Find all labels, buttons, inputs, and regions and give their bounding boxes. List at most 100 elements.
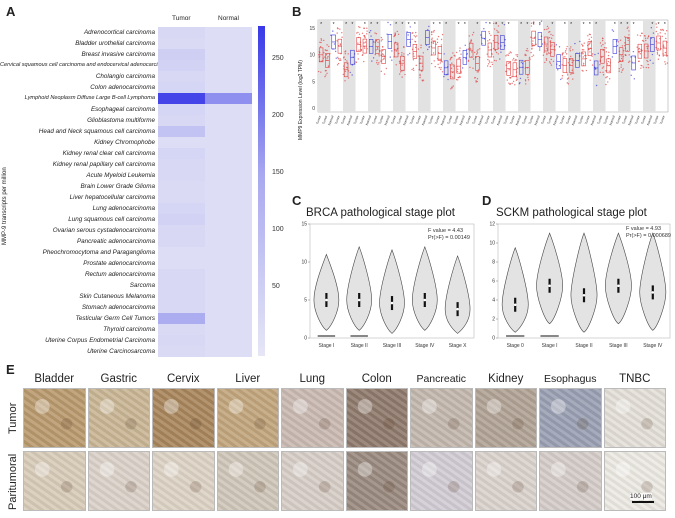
panel-b-signif: *: [539, 22, 541, 28]
panel-b-point: [459, 75, 461, 78]
panel-b-point: [527, 74, 529, 76]
heatmap-cell-tumor: [158, 302, 205, 313]
panel-b-point: [450, 88, 452, 90]
violin-ytick: 10: [301, 260, 307, 266]
panel-b-point: [451, 56, 453, 58]
heatmap-row-label: Colon adenocarcinoma: [90, 84, 155, 91]
panel-b-point: [602, 37, 604, 40]
panel-b-point: [336, 40, 338, 42]
tissue-title: Gastric: [100, 373, 137, 385]
panel-b-point: [515, 59, 518, 61]
panel-b-point: [546, 47, 548, 50]
colorbar-tick: 100: [272, 226, 284, 233]
panel-b-point: [524, 53, 526, 56]
panel-b-point: [542, 54, 545, 56]
heatmap-cell-normal: [205, 137, 252, 148]
panel-b-point: [605, 51, 608, 53]
panel-b-point: [518, 83, 521, 85]
panel-b-point: [648, 50, 650, 53]
scale-bar: [632, 501, 654, 503]
panel-b-signif: *: [508, 22, 510, 28]
panel-b-point: [647, 66, 650, 69]
panel-b-point: [328, 45, 330, 48]
heatmap-row-label: Uterine Carcinosarcoma: [87, 348, 155, 355]
panel-b-point: [590, 36, 593, 39]
panel-b-point: [419, 58, 421, 60]
panel-b-point: [422, 52, 425, 54]
panel-b-point: [532, 21, 535, 23]
panel-b-signif: *: [333, 22, 335, 28]
panel-b-signif: *: [664, 22, 666, 28]
panel-b-point: [401, 54, 403, 56]
panel-c-violin: BRCA pathological stage plot 15 10 5 0 Stage…: [288, 200, 478, 360]
panel-b-signif: *: [533, 22, 535, 28]
panel-b-point: [489, 61, 491, 63]
panel-b-point: [346, 60, 348, 62]
panel-b-point: [641, 65, 643, 67]
panel-b-point: [657, 58, 660, 60]
panel-b-xlabel: Tumor: [334, 114, 341, 125]
panel-b-point: [570, 46, 572, 48]
panel-b-point: [562, 56, 564, 58]
heatmap-cell-tumor: [158, 126, 205, 137]
panel-b-point: [655, 46, 657, 49]
heatmap-row-label: Kidney renal papillary cell carcinoma: [52, 161, 155, 168]
panel-b-point: [422, 79, 425, 81]
panel-c-title: BRCA pathological stage plot: [306, 207, 455, 219]
panel-b-point: [497, 25, 500, 27]
panel-b-point: [431, 37, 433, 39]
panel-b-point: [492, 56, 495, 58]
panel-b-point: [495, 60, 497, 62]
panel-b-point: [620, 57, 623, 60]
panel-b-xlabel: Tumor: [634, 114, 641, 125]
violin-xtick: Stage 0: [507, 343, 524, 349]
colorbar-tick: 150: [272, 169, 284, 176]
panel-b-point: [437, 63, 439, 66]
heatmap-cell-tumor: [158, 38, 205, 49]
panel-b-point: [341, 32, 343, 34]
panel-b-point: [600, 56, 603, 59]
panel-b-point: [403, 46, 405, 49]
panel-b-band: [593, 20, 606, 112]
panel-b-point: [567, 62, 570, 64]
tissue-title: Liver: [235, 373, 261, 385]
panel-b-point: [415, 64, 417, 67]
panel-b-xlabel: Normal: [646, 115, 653, 126]
panel-b-point: [397, 33, 400, 36]
panel-b-point: [543, 51, 545, 53]
panel-b-point: [326, 44, 328, 46]
heatmap-row-label: Lymphoid Neoplasm Diffuse Large B-cell L…: [24, 95, 155, 101]
panel-b-point: [414, 41, 417, 43]
panel-b-point: [491, 61, 493, 63]
heatmap-row-label: Adrenocortical carcinoma: [83, 29, 155, 36]
panel-b-point: [376, 46, 379, 49]
panel-b-point: [325, 69, 327, 72]
panel-b-point: [335, 57, 337, 59]
panel-b-signif: *: [364, 22, 366, 28]
panel-b-point: [662, 55, 664, 57]
heatmap-row-label: Esophageal carcinoma: [90, 106, 155, 113]
panel-b-point: [414, 46, 417, 49]
panel-b-band: [643, 20, 656, 112]
panel-b-point: [469, 48, 472, 50]
panel-b-point: [494, 49, 497, 52]
panel-b-point: [477, 71, 480, 73]
panel-b-point: [509, 83, 512, 85]
panel-b-point: [529, 58, 531, 60]
tissue-title: Colon: [361, 373, 392, 385]
panel-b-xlabel: Normal: [365, 115, 372, 126]
panel-b-point: [492, 47, 495, 50]
ihc-tile-paritumoral: [23, 451, 86, 511]
heatmap-row-label: Kidney renal clear cell carcinoma: [62, 150, 155, 157]
panel-b-point: [420, 46, 422, 49]
panel-b-point: [570, 55, 572, 58]
panel-b-xlabel: Tumor: [578, 114, 585, 125]
heatmap-colorbar: [258, 26, 265, 356]
heatmap-row-label: Brain Lower Grade Glioma: [80, 183, 155, 190]
panel-b-point: [323, 52, 325, 54]
heatmap-row-label: Sarcoma: [129, 282, 155, 289]
panel-b-point: [436, 38, 439, 40]
panel-b-point: [497, 53, 500, 55]
panel-b-point: [543, 28, 546, 31]
panel-b-point: [523, 60, 526, 62]
